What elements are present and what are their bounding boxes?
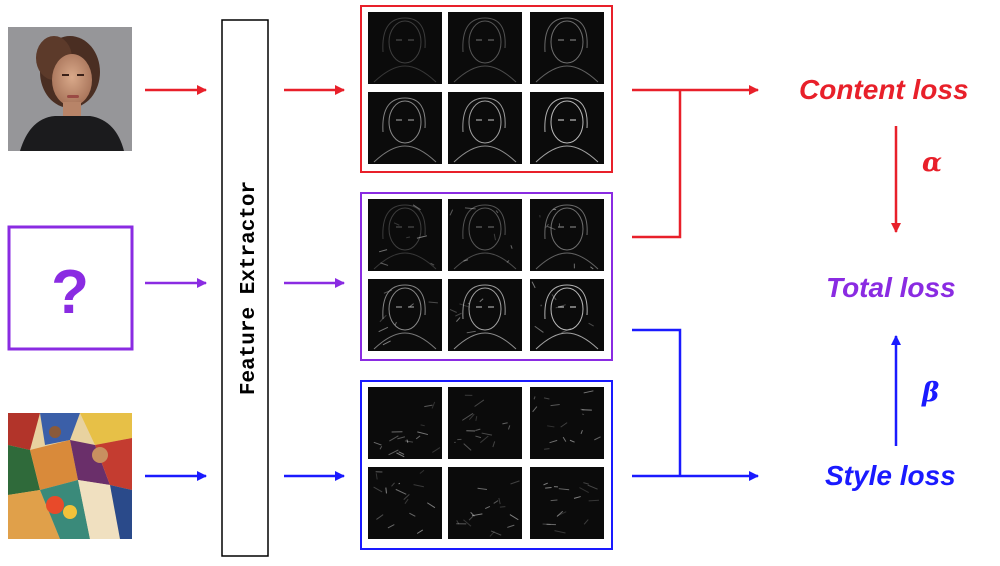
feature-map-tile: [448, 12, 522, 84]
feature-map-tile: [368, 199, 442, 271]
feature-map-tile: [530, 387, 604, 459]
generated-feature-maps: [368, 199, 604, 351]
feature-map-tile: [530, 12, 604, 84]
style-loss-label: Style loss: [825, 460, 956, 491]
generated-to-style-connector: [632, 328, 682, 476]
feature-map-tile: [448, 387, 522, 459]
feature-map-tile: [448, 467, 522, 539]
feature-map-tile: [530, 92, 604, 164]
generated-to-content-connector: [632, 90, 682, 239]
feature-extractor-box: Feature Extractor: [221, 19, 269, 557]
feature-map-tile: [368, 387, 442, 459]
generated-image-placeholder: ?: [7, 225, 134, 351]
content-image: [8, 27, 132, 151]
feature-map-tile: [448, 199, 522, 271]
feature-map-tile: [368, 467, 442, 539]
style-feature-maps: [368, 387, 604, 539]
beta-weight-label: β: [922, 378, 940, 408]
feature-map-tile: [448, 279, 522, 351]
alpha-weight-label: α: [922, 148, 943, 178]
feature-map-tile: [448, 92, 522, 164]
content-loss-label: Content loss: [799, 74, 969, 105]
style-image: [8, 413, 132, 539]
feature-extractor-label: Feature Extractor: [238, 181, 261, 395]
question-mark: ?: [51, 258, 89, 327]
feature-map-tile: [368, 92, 442, 164]
feature-map-tile: [530, 199, 604, 271]
content-feature-maps: [368, 12, 604, 164]
feature-map-tile: [368, 279, 442, 351]
feature-map-tile: [530, 467, 604, 539]
total-loss-label: Total loss: [826, 272, 956, 303]
feature-map-tile: [530, 279, 604, 351]
feature-map-tile: [368, 12, 442, 84]
